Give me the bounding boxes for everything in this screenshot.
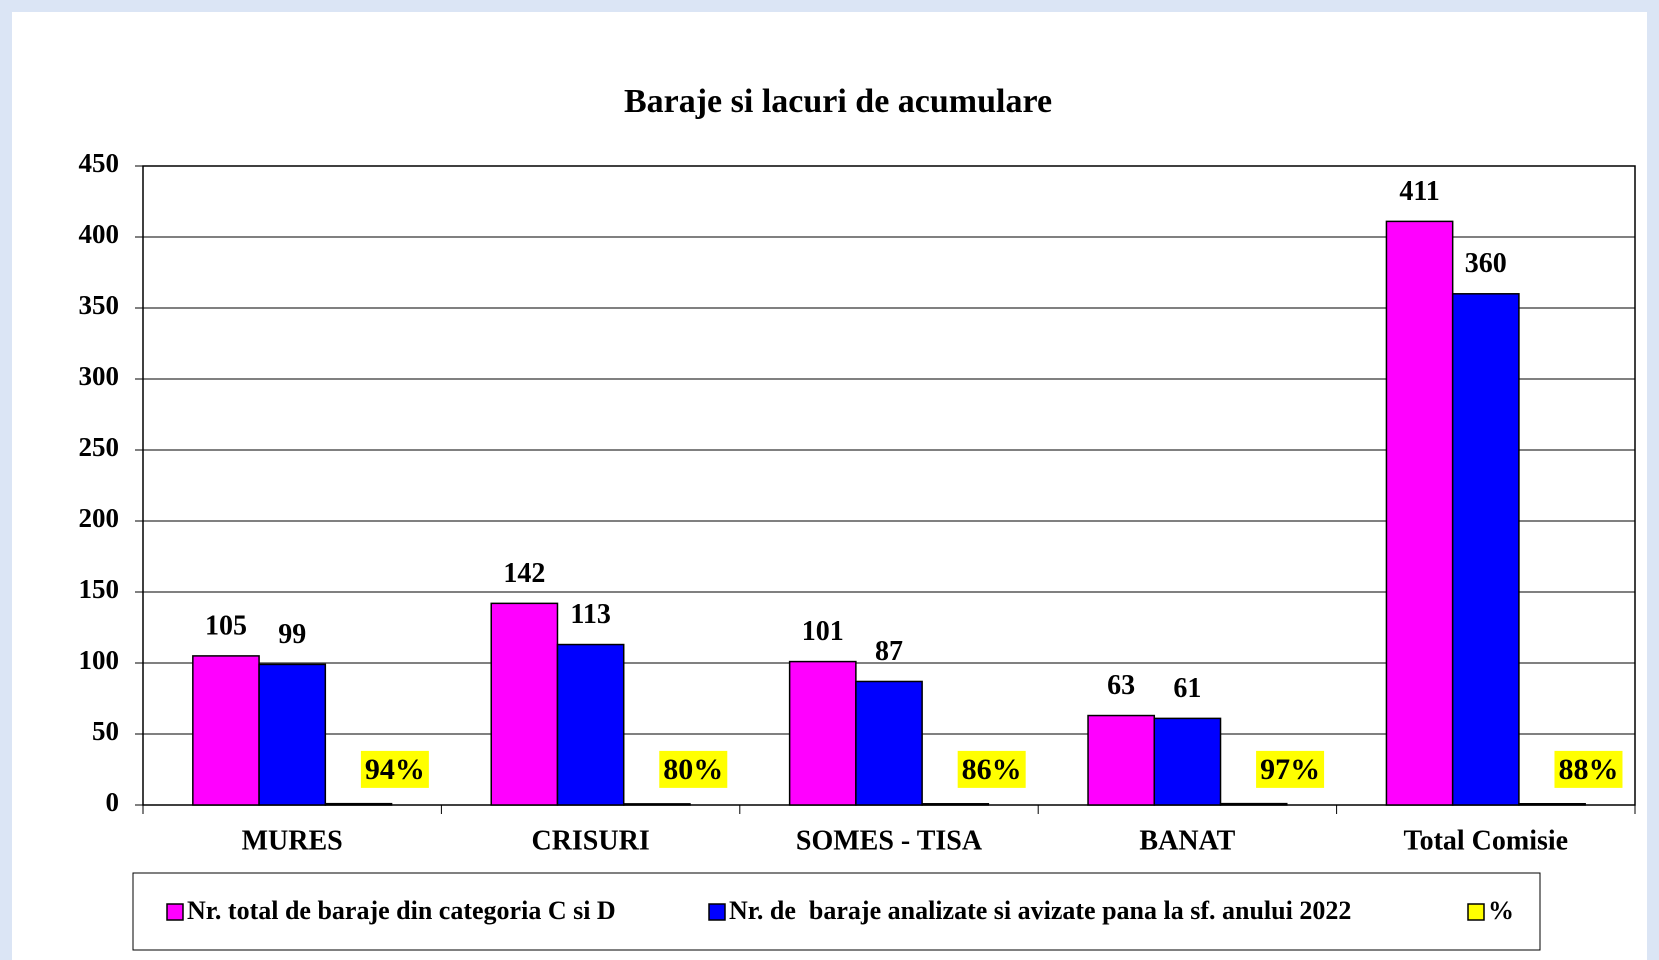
bar bbox=[1219, 802, 1288, 806]
data-label: 63 bbox=[1107, 670, 1135, 701]
data-label: 87 bbox=[875, 636, 903, 667]
data-label: 113 bbox=[570, 599, 610, 630]
data-label-background bbox=[1554, 750, 1623, 788]
x-tick-label: CRISURI bbox=[531, 825, 649, 856]
bar bbox=[324, 802, 393, 806]
data-label: 88% bbox=[1558, 753, 1618, 786]
y-tick-label: 300 bbox=[79, 361, 120, 391]
bar bbox=[1385, 220, 1454, 806]
data-label: 80% bbox=[663, 753, 723, 786]
bar bbox=[1087, 714, 1156, 806]
data-label: 142 bbox=[503, 558, 545, 589]
data-label: 105 bbox=[205, 610, 247, 641]
bar bbox=[788, 660, 857, 806]
data-label-background bbox=[957, 750, 1026, 788]
y-tick-label: 450 bbox=[79, 148, 120, 178]
x-tick-label: MURES bbox=[242, 825, 343, 856]
bar bbox=[622, 803, 691, 806]
data-label: 99 bbox=[278, 619, 306, 650]
bar bbox=[258, 663, 327, 806]
data-label: 94% bbox=[365, 753, 425, 786]
data-label: 97% bbox=[1260, 753, 1320, 786]
bar bbox=[556, 643, 625, 806]
data-label-background bbox=[360, 750, 429, 788]
x-tick-label: BANAT bbox=[1139, 825, 1235, 856]
legend-marker bbox=[166, 903, 184, 921]
data-label: 101 bbox=[802, 616, 844, 647]
legend-label: Nr. de baraje analizate si avizate pana … bbox=[729, 896, 1351, 925]
y-tick-label: 250 bbox=[79, 432, 120, 462]
data-label-background bbox=[1256, 750, 1325, 788]
bar bbox=[490, 602, 559, 806]
y-tick-label: 200 bbox=[79, 503, 120, 533]
bar bbox=[921, 803, 990, 806]
bar bbox=[192, 655, 260, 806]
x-tick-label: SOMES - TISA bbox=[796, 825, 983, 856]
bar bbox=[855, 680, 923, 806]
y-tick-label: 50 bbox=[92, 716, 119, 746]
y-tick-label: 150 bbox=[79, 574, 120, 604]
data-label: 61 bbox=[1173, 673, 1201, 704]
legend-marker bbox=[708, 903, 726, 921]
legend-marker bbox=[1467, 903, 1485, 921]
legend-label: Nr. total de baraje din categoria C si D bbox=[187, 896, 616, 925]
bar bbox=[1451, 293, 1520, 806]
chart-title: Baraje si lacuri de acumulare bbox=[624, 83, 1052, 120]
y-tick-label: 400 bbox=[79, 219, 120, 249]
bar bbox=[1518, 803, 1586, 806]
y-tick-label: 350 bbox=[79, 290, 120, 320]
y-tick-label: 0 bbox=[106, 787, 120, 817]
data-label: 411 bbox=[1399, 176, 1439, 207]
data-label-background bbox=[659, 750, 728, 788]
bar bbox=[1153, 717, 1222, 806]
data-label: 86% bbox=[962, 753, 1022, 786]
legend-label: % bbox=[1488, 896, 1514, 925]
y-tick-label: 100 bbox=[79, 645, 120, 675]
legend-box bbox=[132, 872, 1541, 951]
data-label: 360 bbox=[1465, 248, 1507, 279]
x-tick-label: Total Comisie bbox=[1403, 825, 1568, 856]
